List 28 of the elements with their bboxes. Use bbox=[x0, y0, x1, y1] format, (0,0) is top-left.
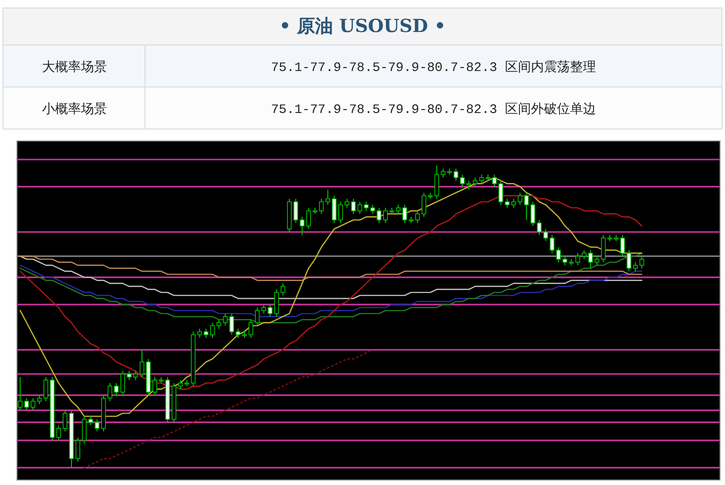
candlestick bbox=[293, 198, 298, 224]
candlestick bbox=[332, 195, 337, 224]
candlestick bbox=[575, 252, 580, 266]
text: • 原油 USOUSD • bbox=[279, 16, 446, 37]
candlestick bbox=[396, 204, 401, 214]
text: 75.1-77.9-78.5-79.9-80.7-82.3 区间内震荡整理 bbox=[270, 60, 596, 75]
text: 大概率场景 bbox=[42, 59, 107, 74]
candlestick bbox=[222, 313, 228, 326]
candlestick bbox=[364, 201, 369, 212]
candlestick bbox=[254, 307, 260, 326]
candlestick bbox=[152, 376, 158, 396]
candlestick bbox=[88, 416, 94, 426]
candlestick bbox=[639, 256, 644, 269]
candlestick bbox=[120, 370, 126, 396]
candlestick bbox=[229, 313, 234, 336]
candlestick bbox=[543, 228, 548, 242]
candlestick bbox=[472, 177, 478, 188]
candlestick bbox=[114, 382, 119, 396]
candlestick bbox=[402, 204, 408, 224]
candlestick bbox=[82, 416, 87, 444]
candlestick bbox=[261, 304, 266, 314]
candlestick bbox=[325, 189, 330, 206]
candlestick bbox=[434, 165, 440, 200]
candlestick bbox=[498, 180, 504, 206]
text: 小概率场景 bbox=[42, 101, 107, 116]
candlestick bbox=[504, 198, 510, 208]
candlestick bbox=[536, 219, 542, 236]
text: 75.1-77.9-78.5-79.9-80.7-82.3 区间外破位单边 bbox=[270, 102, 596, 117]
